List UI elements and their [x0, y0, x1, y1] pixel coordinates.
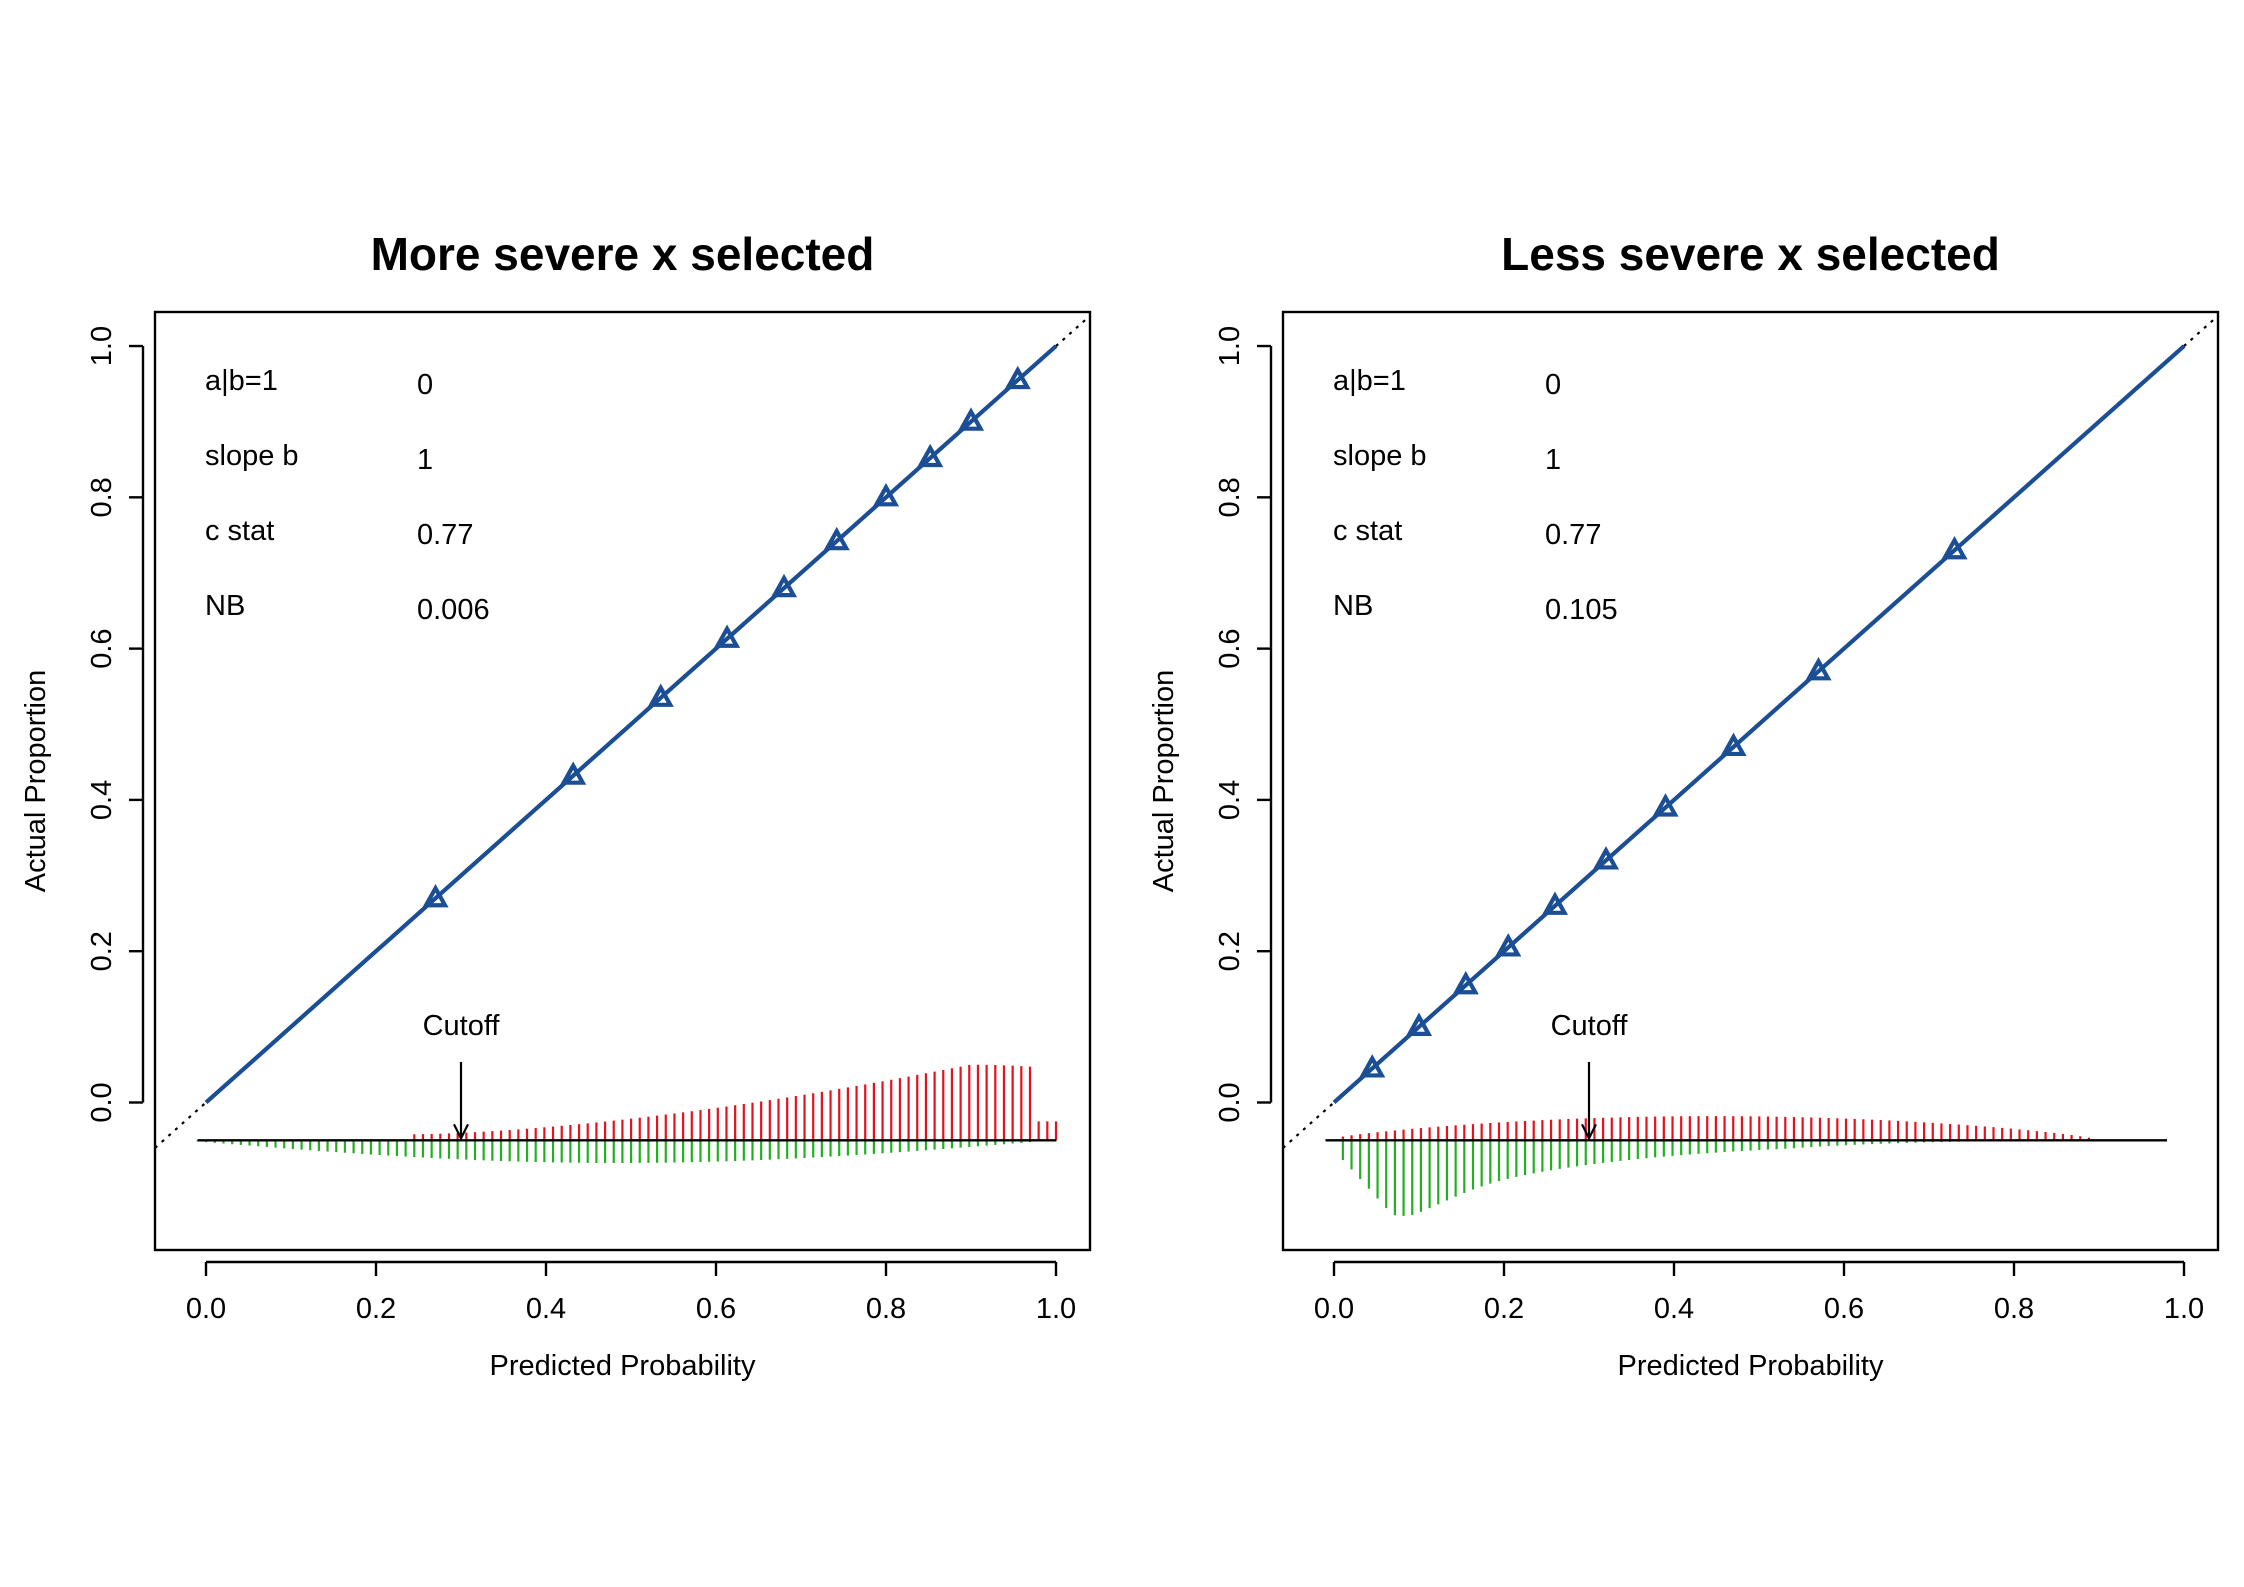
stat-label: NB	[1333, 590, 1373, 622]
y-tick-label: 0.6	[1214, 628, 1246, 668]
stat-value: 0.105	[1545, 594, 1618, 626]
grouped-observation-point	[1941, 535, 1968, 560]
spike-histogram	[196, 1064, 1058, 1164]
cutoff-arrow-head	[1581, 1123, 1597, 1141]
y-axis-label: Actual Proportion	[20, 670, 52, 892]
grouped-observation-point	[1359, 1054, 1386, 1078]
stat-value: 0.77	[417, 519, 473, 551]
y-tick-label: 1.0	[1214, 326, 1246, 366]
grouped-observation-point	[647, 683, 674, 707]
grouped-observation-point	[1592, 846, 1620, 870]
y-tick-label: 0.2	[86, 931, 118, 971]
stat-value: 0.006	[417, 594, 490, 626]
x-tick-label: 0.6	[1824, 1293, 1864, 1325]
stat-label: NB	[205, 590, 245, 622]
plot-area	[1283, 314, 2218, 1216]
stat-label: c stat	[1333, 515, 1402, 547]
grouped-observation-point	[872, 483, 900, 507]
x-tick-label: 0.4	[526, 1293, 566, 1325]
grouped-observation-point	[560, 761, 587, 785]
stat-value: 1	[1545, 444, 1561, 476]
x-axis: 0.0 0.2 0.4 0.6 0.8 1.0	[1314, 1260, 2204, 1325]
statistics-table: a|b=1 0 slope b 1 c stat 0.77 NB 0.105	[1333, 365, 1618, 626]
chart-panel-2: Less severe x selected 0.0 0.2 0.4 0.6 0.8 1.0…	[1148, 228, 2220, 1382]
statistics-table: a|b=1 0 slope b 1 c stat 0.77 NB 0.006	[205, 365, 490, 626]
x-axis: 0.0 0.2 0.4 0.6 0.8 1.0	[186, 1260, 1076, 1325]
grouped-observation-point	[1652, 793, 1679, 817]
stat-value: 0	[1545, 369, 1561, 401]
grouped-observation-point	[770, 573, 798, 598]
y-tick-label: 0.0	[86, 1082, 118, 1122]
y-tick-label: 0.2	[1214, 931, 1246, 971]
plot-frame	[1281, 310, 2220, 1252]
cutoff-arrow-head	[453, 1123, 469, 1141]
y-axis: 0.0 0.2 0.4 0.6 0.8 1.0	[1214, 326, 1273, 1123]
chart-title: More severe x selected	[371, 228, 875, 280]
stat-label: a|b=1	[1333, 365, 1406, 397]
stat-label: slope b	[205, 440, 299, 472]
cutoff-label: Cutoff	[1551, 1010, 1629, 1042]
stat-value: 0.77	[1545, 519, 1601, 551]
x-tick-label: 0.2	[1484, 1293, 1524, 1325]
x-tick-label: 0.0	[186, 1293, 226, 1325]
y-axis-label: Actual Proportion	[1148, 670, 1180, 892]
grouped-observation-point	[713, 624, 741, 648]
y-tick-label: 0.8	[1214, 477, 1246, 517]
x-tick-label: 0.6	[696, 1293, 736, 1325]
stat-label: c stat	[205, 515, 274, 547]
grouped-observation-point	[823, 526, 850, 551]
grouped-observation-point	[1405, 1012, 1433, 1036]
grouped-observation-point	[1720, 732, 1747, 757]
y-axis: 0.0 0.2 0.4 0.6 0.8 1.0	[86, 326, 145, 1123]
y-tick-label: 1.0	[86, 326, 118, 366]
x-axis-label: Predicted Probability	[490, 1350, 756, 1382]
x-tick-label: 0.8	[1994, 1293, 2034, 1325]
calibration-curve	[204, 344, 1058, 1105]
y-tick-label: 0.0	[1214, 1082, 1246, 1122]
y-tick-label: 0.4	[1214, 780, 1246, 820]
grouped-observation-point	[1541, 891, 1569, 915]
y-tick-label: 0.8	[86, 477, 118, 517]
x-tick-label: 1.0	[1036, 1293, 1076, 1325]
stat-value: 0	[417, 369, 433, 401]
grouped-observation-point	[1495, 933, 1522, 957]
stat-label: a|b=1	[205, 365, 278, 397]
grouped-observation-point	[917, 443, 944, 468]
grouped-observation-point	[1004, 365, 1031, 390]
cutoff-label: Cutoff	[423, 1010, 501, 1042]
grouped-observation-point	[1452, 970, 1479, 995]
grouped-observation-point	[1805, 657, 1832, 681]
y-tick-label: 0.6	[86, 628, 118, 668]
x-tick-label: 0.0	[1314, 1293, 1354, 1325]
y-tick-label: 0.4	[86, 780, 118, 820]
stat-value: 1	[417, 444, 433, 476]
x-tick-label: 0.8	[866, 1293, 906, 1325]
x-axis-label: Predicted Probability	[1618, 1350, 1884, 1382]
grouped-observation-point	[422, 883, 449, 908]
cutoff-annotation: Cutoff	[423, 1010, 501, 1141]
x-tick-label: 0.4	[1654, 1293, 1694, 1325]
calibration-curve	[1332, 344, 2186, 1105]
stat-label: slope b	[1333, 440, 1427, 472]
cutoff-annotation: Cutoff	[1551, 1010, 1629, 1141]
plot-area	[155, 314, 1090, 1164]
x-tick-label: 0.2	[356, 1293, 396, 1325]
plot-frame	[153, 310, 1092, 1252]
chart-title: Less severe x selected	[1501, 228, 2000, 280]
spike-histogram	[1325, 1116, 2167, 1216]
grouped-observation-point	[957, 407, 985, 431]
chart-panel-1: More severe x selected 0.0 0.2 0.4 0.6 0.8 1.0…	[20, 228, 1092, 1382]
x-tick-label: 1.0	[2164, 1293, 2204, 1325]
